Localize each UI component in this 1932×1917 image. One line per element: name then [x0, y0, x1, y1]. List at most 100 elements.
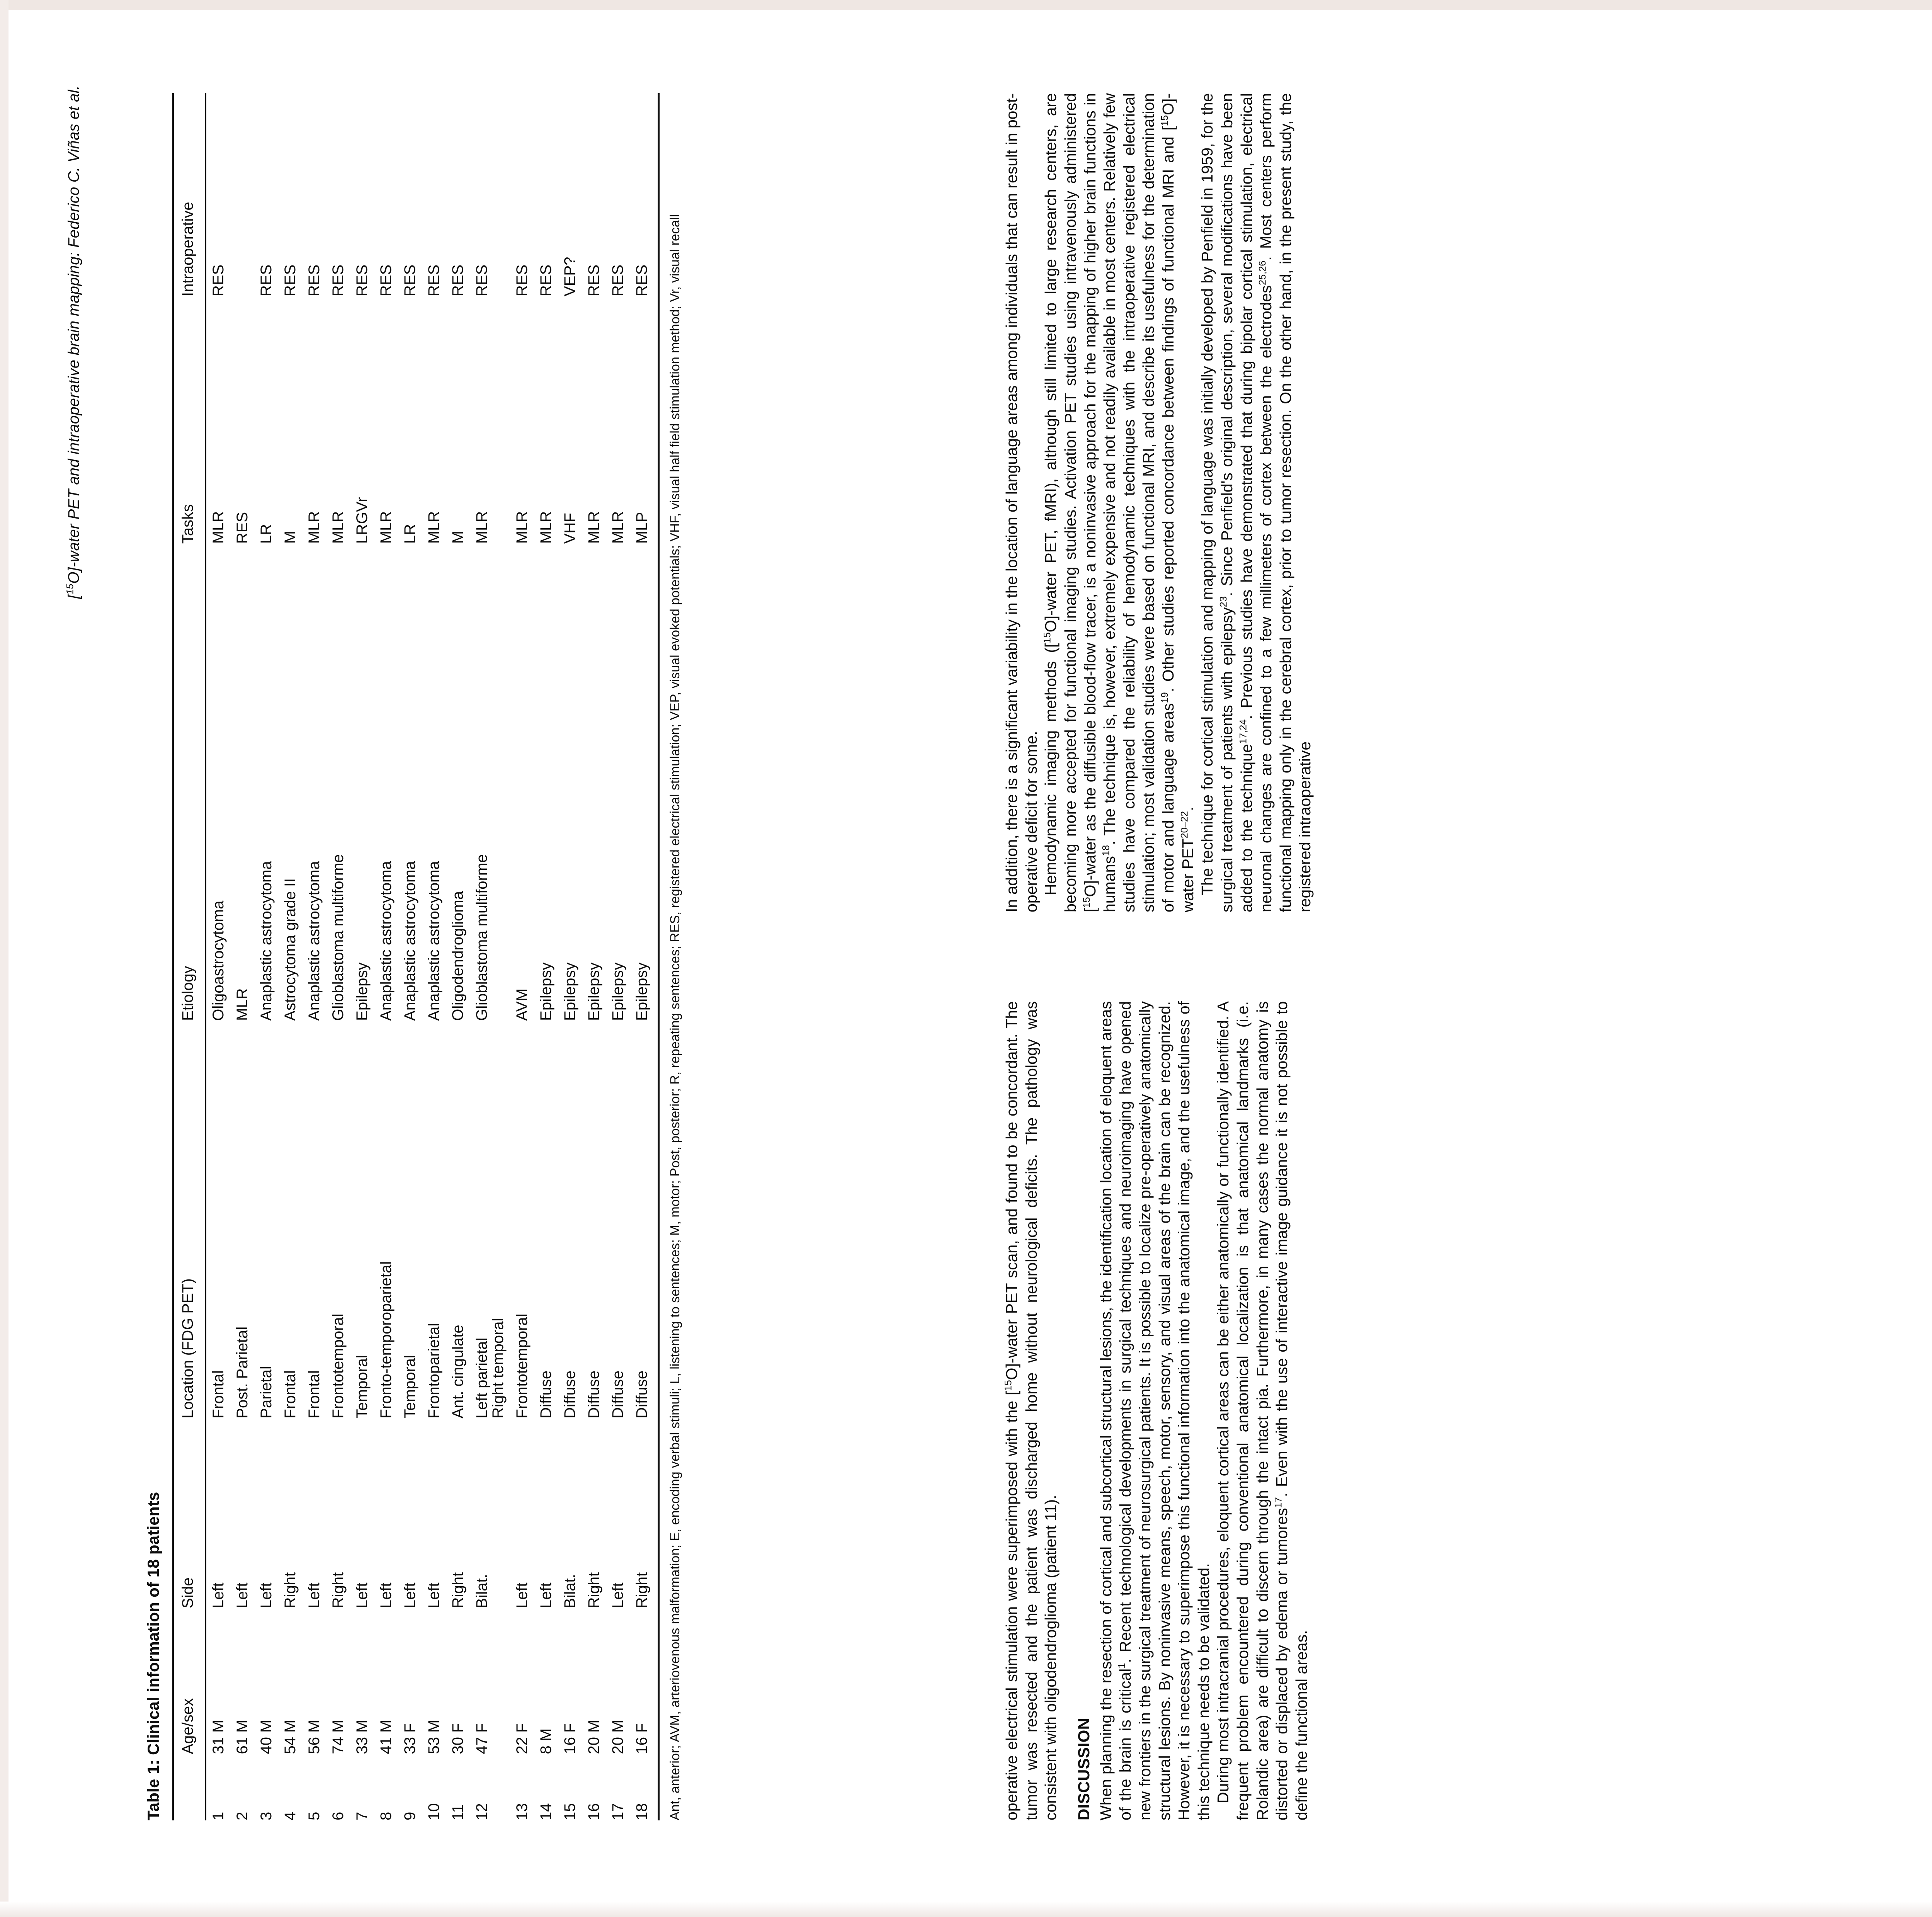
cell-side: Left [401, 1582, 418, 1609]
table-row: 3 40 M Left Parietal Anaplastic astrocytoma L… [254, 93, 278, 1820]
cell-location: Diffuse [561, 1370, 578, 1419]
cell-tasks: LR [401, 524, 418, 544]
cell-intraoperative: RES [282, 264, 299, 296]
cell-intraoperative: RES [514, 264, 531, 296]
cell-etiology: Epilepsy [354, 962, 371, 1021]
cell-etiology: Epilepsy [585, 962, 602, 1021]
document-page: [15O]-water PET and intraoperative brain… [28, 39, 1932, 1878]
scan-edge-left [0, 0, 9, 1917]
cell-intraoperative: RES [378, 264, 395, 296]
cell-etiology: Glioblastoma multiforme [330, 854, 347, 1021]
cell-etiology: Oligoastrocytoma [210, 900, 227, 1021]
cell-age-sex: 31 M [210, 1720, 227, 1754]
cell-number: 11 [449, 1804, 466, 1820]
cell-tasks: VHF [561, 513, 578, 544]
table-row: 10 53 M Left Frontoparietal Anaplastic astro… [422, 93, 446, 1820]
cell-number: 7 [354, 1812, 371, 1820]
cell-location: Parietal [258, 1366, 275, 1419]
cell-side: Right [330, 1572, 347, 1609]
cell-tasks: MLR [537, 511, 554, 544]
cell-side: Left [609, 1582, 626, 1609]
table-row: 4 54 M Right Frontal Astrocytoma grade II M RE… [278, 93, 302, 1820]
cell-number: 6 [330, 1812, 347, 1820]
cell-age-sex: 41 M [378, 1720, 395, 1754]
table-row: 17 20 M Left Diffuse Epilepsy MLR RES [606, 93, 630, 1820]
cell-location: Diffuse [609, 1370, 626, 1419]
cell-etiology: Epilepsy [633, 962, 650, 1021]
cell-number: 10 [425, 1803, 442, 1821]
table-row: 9 33 F Left Temporal Anaplastic astrocytoma L… [398, 93, 422, 1820]
cell-intraoperative: RES [585, 264, 602, 296]
cell-location: Frontotemporal [514, 1313, 531, 1419]
cell-location: Temporal [401, 1355, 418, 1419]
cell-side: Left [354, 1582, 371, 1609]
paragraph-continued: operative electrical stimulation were su… [1003, 1001, 1060, 1820]
cell-intraoperative: RES [609, 264, 626, 296]
cell-etiology: Astrocytoma grade II [282, 878, 299, 1021]
cell-tasks: LRGVr [354, 497, 371, 544]
scan-edge-bottom [0, 1902, 1932, 1917]
cell-number: 4 [282, 1812, 299, 1820]
cell-tasks: LR [258, 524, 275, 544]
cell-tasks: MLR [330, 511, 347, 544]
table-footnote: Ant, anterior; AVM, arteriovenous malfor… [668, 214, 682, 1820]
table-row: 18 16 F Right Diffuse Epilepsy MLP RES [630, 93, 659, 1820]
cell-location: Frontal [210, 1370, 227, 1419]
col-header-side: Side [173, 1418, 206, 1609]
cell-location: Diffuse [585, 1370, 602, 1419]
cell-age-sex: 20 M [585, 1720, 602, 1754]
cell-intraoperative: RES [425, 264, 442, 296]
table-header-row: Age/sex Side Location (FDG PET) Etiology… [173, 93, 206, 1820]
cell-location: Frontotemporal [330, 1313, 347, 1419]
section-heading-discussion: DISCUSSION [1074, 1718, 1093, 1820]
cell-side: Bilat. [561, 1574, 578, 1609]
cell-intraoperative: RES [449, 264, 466, 296]
cell-number: 12 [473, 1803, 490, 1821]
cell-etiology: Epilepsy [537, 962, 554, 1021]
cell-tasks: MLR [306, 511, 323, 544]
cell-tasks: M [449, 531, 466, 544]
table-row: 7 33 M Left Temporal Epilepsy LRGVr RES [350, 93, 374, 1820]
cell-location: Frontal [306, 1370, 323, 1419]
cell-age-sex: 33 F [401, 1723, 418, 1754]
cell-intraoperative: RES [210, 264, 227, 296]
cell-age-sex: 16 F [633, 1723, 650, 1754]
cell-age-sex: 33 M [354, 1720, 371, 1754]
cell-number: 8 [378, 1812, 395, 1820]
cell-side: Right [282, 1572, 299, 1609]
table-row: 11 30 F Right Ant. cingulate Oligodendroglio… [446, 93, 470, 1820]
cell-location: Diffuse [537, 1370, 554, 1419]
table-row: 15 16 F Bilat. Diffuse Epilepsy VHF VEP? [558, 93, 582, 1820]
table-row: 5 56 M Left Frontal Anaplastic astrocytoma ML… [302, 93, 326, 1820]
cell-intraoperative: VEP? [561, 257, 578, 296]
table-block: Table 1: Clinical information of 18 pati… [144, 93, 683, 1820]
cell-intraoperative: RES [401, 264, 418, 296]
cell-age-sex: 54 M [282, 1720, 299, 1754]
table-row: 14 8 M Left Diffuse Epilepsy MLR RES [534, 93, 558, 1820]
right-column: In addition, there is a significant vari… [1002, 93, 1315, 912]
cell-age-sex: 56 M [306, 1720, 323, 1754]
col-header-number [173, 1754, 206, 1820]
cell-age-sex: 30 F [449, 1723, 466, 1754]
cell-number: 9 [401, 1812, 418, 1820]
cell-location: Frontal [282, 1370, 299, 1419]
cell-etiology: Anaplastic astrocytoma [378, 861, 395, 1021]
cell-side: Right [633, 1572, 650, 1609]
cell-location: Post. Parietal [234, 1326, 251, 1419]
cell-side: Right [449, 1572, 466, 1609]
cell-location: Temporal [354, 1355, 371, 1419]
cell-side: Left [234, 1582, 251, 1609]
cell-side: Left [514, 1582, 531, 1609]
table-row: 12 47 F Bilat. Left parietal Right temporal G… [470, 93, 510, 1820]
scan-edge-top [0, 0, 1932, 10]
cell-etiology: Epilepsy [609, 962, 626, 1021]
table-row: 13 22 F Left Frontotemporal AVM MLR RES [510, 93, 534, 1820]
cell-number: 17 [609, 1803, 626, 1821]
cell-side: Left [425, 1582, 442, 1609]
cell-age-sex: 74 M [330, 1720, 347, 1754]
paragraph-spacer [1061, 1001, 1074, 1820]
cell-intraoperative: RES [330, 264, 347, 296]
cell-side: Bilat. [473, 1574, 490, 1609]
col-header-intraoperative: Intraoperative [173, 93, 206, 296]
